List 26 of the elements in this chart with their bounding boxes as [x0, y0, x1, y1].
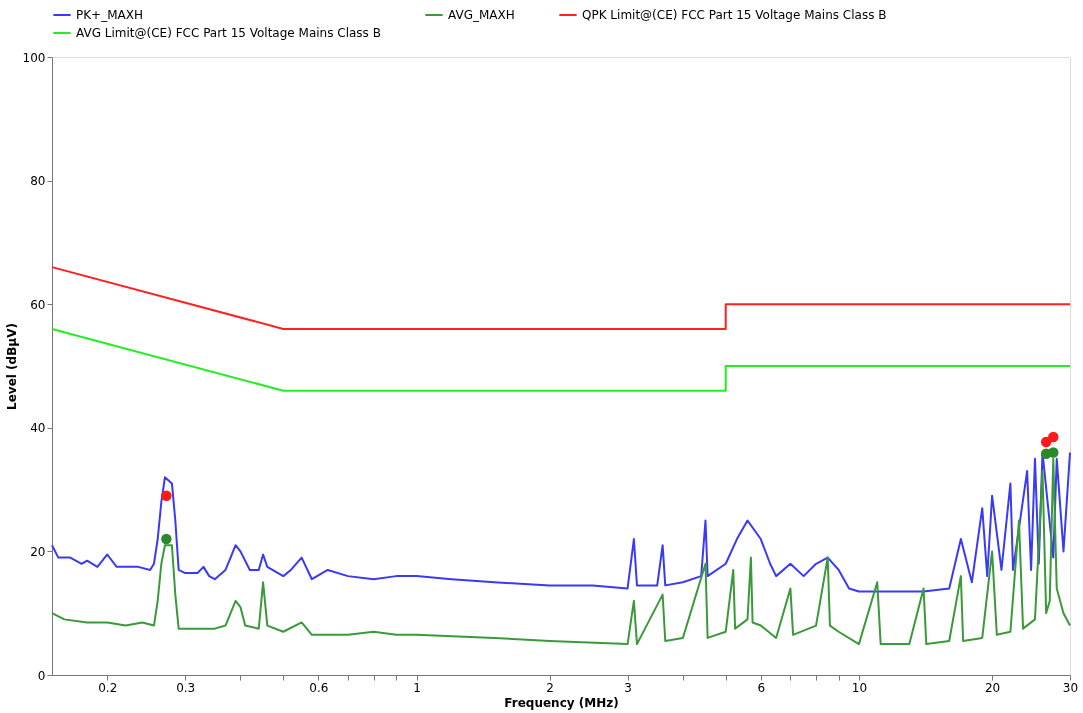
- x-tick-label: 20: [984, 680, 1001, 695]
- y-tick-label: 100: [22, 50, 46, 65]
- y-axis-title: Level (dBµV): [4, 323, 19, 410]
- x-tick-label: 1: [413, 680, 421, 695]
- point: [161, 533, 172, 545]
- x-tick-label: 0.3: [176, 680, 196, 695]
- x-tick-label: 10: [851, 680, 868, 695]
- legend-label: AVG Limit@(CE) FCC Part 15 Voltage Mains Class B: [76, 26, 381, 40]
- point: [1048, 447, 1059, 458]
- y-tick-label: 40: [30, 421, 46, 436]
- y-tick-label: 60: [30, 297, 46, 312]
- x-tick-label: 0.6: [309, 680, 329, 695]
- legend-label: AVG_MAXH: [448, 8, 515, 22]
- x-axis-title: Frequency (MHz): [504, 695, 619, 710]
- x-tick-label: 2: [546, 680, 555, 695]
- y-tick-label: 0: [37, 668, 46, 683]
- x-tick-label: 3: [624, 680, 632, 695]
- x-tick-label: 0.2: [98, 680, 118, 695]
- x-tick-label: 30: [1062, 680, 1079, 695]
- legend-label: QPK Limit@(CE) FCC Part 15 Voltage Mains Class B: [582, 8, 887, 22]
- legend-label: PK+_MAXH: [76, 8, 143, 22]
- y-tick-label: 80: [30, 174, 46, 189]
- y-tick-label: 20: [30, 544, 46, 559]
- point: [161, 490, 172, 502]
- x-tick-label: 6: [757, 680, 766, 695]
- point: [1048, 431, 1059, 443]
